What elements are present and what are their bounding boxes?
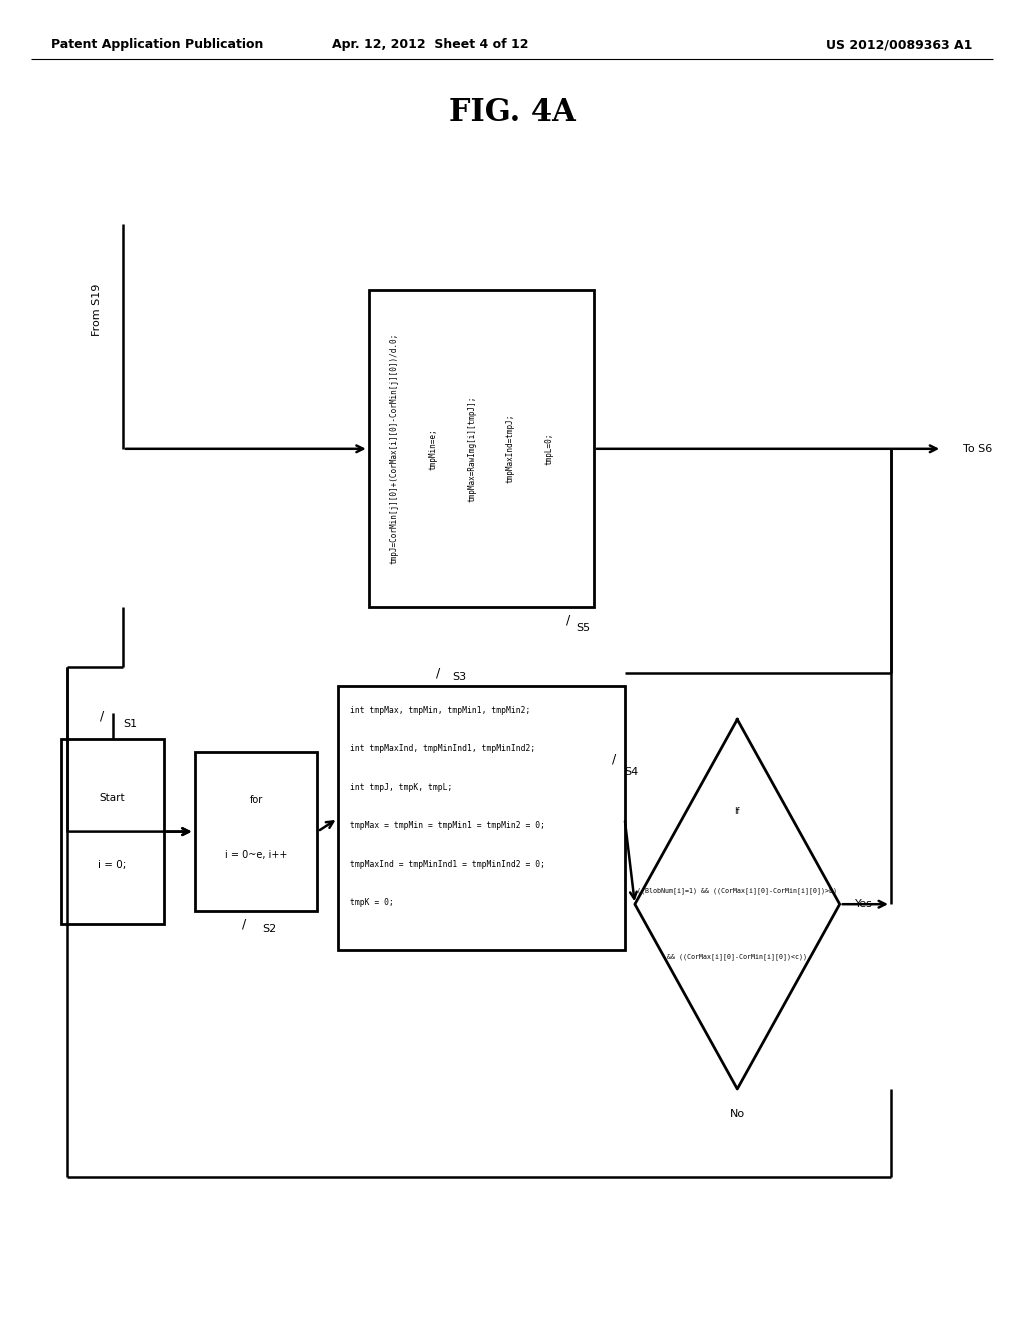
Text: US 2012/0089363 A1: US 2012/0089363 A1 (826, 38, 973, 51)
Text: /: / (100, 709, 104, 722)
Text: tmpMaxInd = tmpMinInd1 = tmpMinInd2 = 0;: tmpMaxInd = tmpMinInd1 = tmpMinInd2 = 0; (350, 859, 545, 869)
Text: Patent Application Publication: Patent Application Publication (51, 38, 263, 51)
Text: S1: S1 (123, 718, 137, 729)
Text: && ((CorMax[i][0]-CorMin[i][0])<c)): && ((CorMax[i][0]-CorMin[i][0])<c)) (668, 953, 807, 961)
Text: From S19: From S19 (92, 284, 102, 337)
Text: for: for (250, 795, 262, 805)
Bar (61, 739, 164, 924)
Text: If: If (734, 808, 740, 816)
Text: tmpJ=CorMin[j][0]+(CorMax[i][0]-CorMin[j][0])/d.0;: tmpJ=CorMin[j][0]+(CorMax[i][0]-CorMin[j… (390, 333, 398, 565)
Text: S3: S3 (453, 672, 467, 682)
Text: S2: S2 (262, 924, 276, 935)
Text: int tmpMax, tmpMin, tmpMin1, tmpMin2;: int tmpMax, tmpMin, tmpMin1, tmpMin2; (350, 706, 530, 714)
Text: tmpMin=e;: tmpMin=e; (428, 428, 437, 470)
Bar (195, 752, 317, 911)
Text: i = 0~e, i++: i = 0~e, i++ (225, 850, 287, 861)
Text: tmpMax=RawImg[i][tmpJ];: tmpMax=RawImg[i][tmpJ]; (467, 396, 476, 502)
Text: ((BlobNum[i]=1) && ((CorMax[i][0]-CorMin[i][0])>b): ((BlobNum[i]=1) && ((CorMax[i][0]-CorMin… (637, 887, 838, 895)
Text: S4: S4 (625, 767, 639, 777)
Text: int tmpMaxInd, tmpMinInd1, tmpMinInd2;: int tmpMaxInd, tmpMinInd1, tmpMinInd2; (350, 744, 536, 754)
Text: Start: Start (99, 793, 126, 804)
Bar (369, 290, 594, 607)
Text: /: / (612, 752, 616, 766)
Text: int tmpJ, tmpK, tmpL;: int tmpJ, tmpK, tmpL; (350, 783, 453, 792)
Text: Yes: Yes (855, 899, 872, 909)
Text: Apr. 12, 2012  Sheet 4 of 12: Apr. 12, 2012 Sheet 4 of 12 (332, 38, 528, 51)
Text: FIG. 4A: FIG. 4A (449, 96, 575, 128)
Text: S5: S5 (577, 623, 591, 634)
Text: /: / (242, 917, 246, 931)
Text: tmpMax = tmpMin = tmpMin1 = tmpMin2 = 0;: tmpMax = tmpMin = tmpMin1 = tmpMin2 = 0; (350, 821, 545, 830)
Text: tmpK = 0;: tmpK = 0; (350, 898, 394, 907)
Text: tmpMaxInd=tmpJ;: tmpMaxInd=tmpJ; (506, 414, 515, 483)
Text: tmpL=0;: tmpL=0; (545, 433, 554, 465)
Text: To S6: To S6 (963, 444, 992, 454)
Text: i = 0;: i = 0; (98, 859, 127, 870)
Text: No: No (730, 1109, 744, 1119)
Text: /: / (566, 614, 570, 627)
Bar (338, 686, 625, 950)
Text: /: / (436, 667, 440, 680)
